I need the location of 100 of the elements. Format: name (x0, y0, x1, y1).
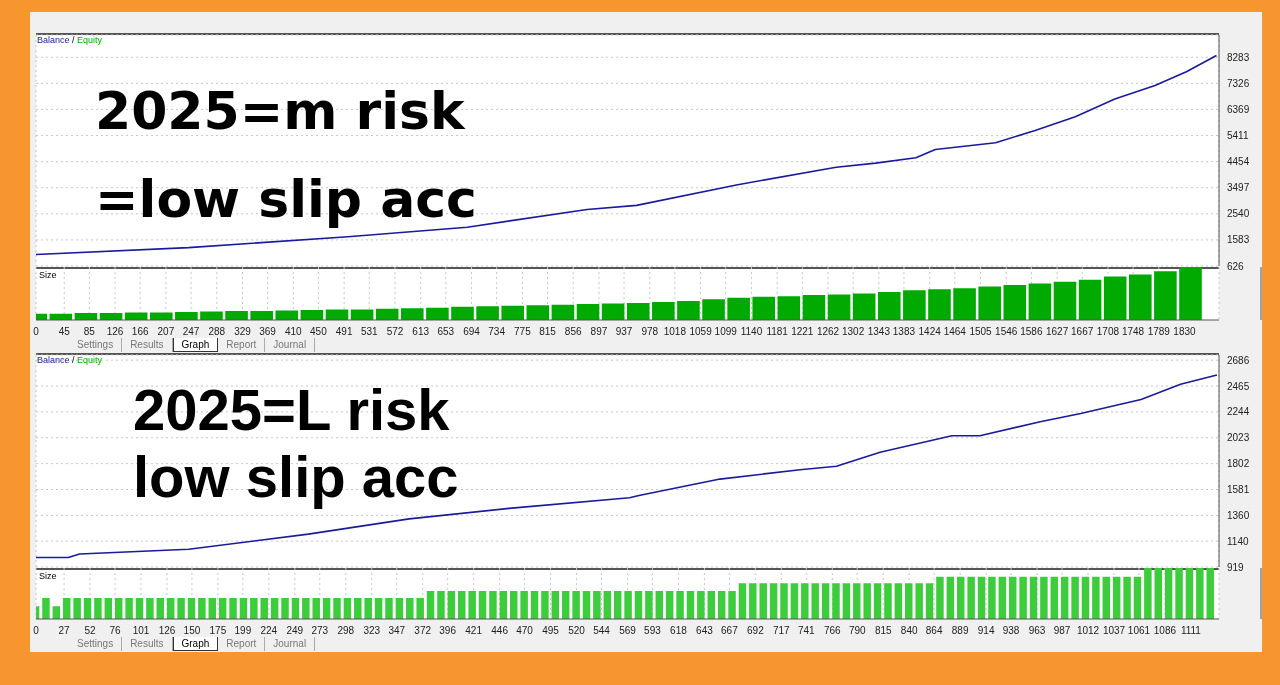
x-tick-label: 150 (183, 625, 201, 637)
bar (541, 590, 549, 619)
bar (936, 576, 944, 619)
y-tick-label: 2023 (1227, 432, 1250, 444)
x-tick-label: 717 (773, 625, 791, 637)
x-tick-label: 491 (335, 326, 353, 338)
x-tick-label: 1830 (1173, 326, 1197, 338)
bar (894, 583, 903, 619)
x-tick-label: 410 (284, 326, 303, 338)
bar (1129, 274, 1152, 320)
bar (551, 590, 560, 619)
bar (626, 303, 650, 320)
bar (364, 598, 372, 619)
text: Settings (69, 637, 123, 651)
bar (73, 598, 81, 619)
y-tick-label: 7326 (1227, 77, 1250, 89)
y-tick-label: 2686 (1227, 354, 1250, 366)
bar (146, 598, 154, 619)
bar (476, 306, 499, 320)
bar (447, 590, 456, 619)
bar (325, 309, 349, 320)
x-tick-label: 0 (33, 625, 40, 637)
x-tick-label: 643 (696, 625, 714, 637)
x-tick-label: 544 (593, 625, 611, 637)
bar (302, 598, 310, 619)
x-tick-label: 126 (106, 326, 124, 338)
y-tick-label: 2540 (1227, 208, 1250, 220)
text: Results (122, 637, 173, 651)
annotation: 2025=L risk (133, 377, 450, 442)
bar (925, 583, 934, 619)
bar (426, 307, 449, 320)
bar (1029, 576, 1038, 619)
line-series (36, 54, 1218, 256)
bar (738, 583, 747, 619)
bar (1185, 568, 1194, 619)
y-tick-label: 8283 (1227, 51, 1250, 63)
bar (125, 598, 133, 619)
bar (1092, 576, 1100, 619)
bar (499, 590, 508, 619)
x-tick-label: 572 (386, 326, 404, 338)
bar (665, 590, 674, 619)
bar (759, 583, 767, 619)
bar (1071, 576, 1079, 619)
bar (94, 598, 102, 619)
bar (250, 310, 273, 320)
x-tick-label: 1789 (1147, 326, 1171, 338)
bar (697, 590, 705, 619)
bar (1053, 281, 1077, 320)
bar (1175, 568, 1183, 619)
x-tick-label: 1086 (1153, 625, 1177, 637)
x-tick-label: 1383 (892, 326, 916, 338)
bar (1123, 576, 1131, 619)
x-tick-label: 531 (360, 326, 379, 338)
bar (458, 590, 466, 619)
bar (1081, 576, 1090, 619)
bar (225, 310, 248, 320)
bar (1102, 576, 1111, 619)
x-tick-label: 126 (158, 625, 176, 637)
bar (406, 598, 414, 619)
bar (478, 590, 487, 619)
bar (790, 583, 799, 619)
bar (520, 590, 528, 619)
x-tick-label: 815 (539, 326, 557, 338)
x-tick-label: 775 (514, 326, 532, 338)
y-tick-label: 6369 (1227, 104, 1250, 115)
x-tick-label: 653 (437, 326, 455, 338)
bar (717, 590, 726, 619)
x-tick-label: 323 (363, 625, 381, 637)
bar (509, 590, 518, 619)
bar (613, 590, 622, 619)
y-tick-label: 1360 (1227, 509, 1250, 521)
bar (645, 590, 653, 619)
bar (852, 293, 876, 320)
bar (281, 598, 289, 619)
bar (727, 297, 750, 320)
bar (1019, 576, 1027, 619)
x-tick-label: 741 (797, 625, 816, 637)
x-tick-label: 45 (58, 326, 71, 338)
bar (988, 576, 996, 619)
x-tick-label: 329 (234, 326, 252, 338)
y-tick-label: 2465 (1227, 380, 1250, 392)
x-tick-label: 1140 (740, 326, 763, 338)
bar (780, 583, 788, 619)
x-tick-label: 1748 (1121, 326, 1145, 338)
bar (1164, 568, 1173, 619)
x-tick-label: 207 (157, 326, 175, 338)
bar (530, 590, 539, 619)
bar (593, 590, 601, 619)
x-tick-label: 1012 (1076, 625, 1100, 637)
text: Journal (265, 637, 316, 651)
bar (928, 289, 951, 320)
x-tick-label: 0 (33, 326, 40, 338)
x-tick-label: 369 (259, 326, 277, 338)
x-tick-label: 938 (1002, 625, 1020, 637)
bar (572, 590, 580, 619)
bar (749, 583, 757, 619)
bar (977, 576, 986, 619)
x-tick-label: 1221 (791, 326, 814, 338)
x-tick-label: 1061 (1127, 625, 1151, 637)
bar (903, 290, 926, 320)
